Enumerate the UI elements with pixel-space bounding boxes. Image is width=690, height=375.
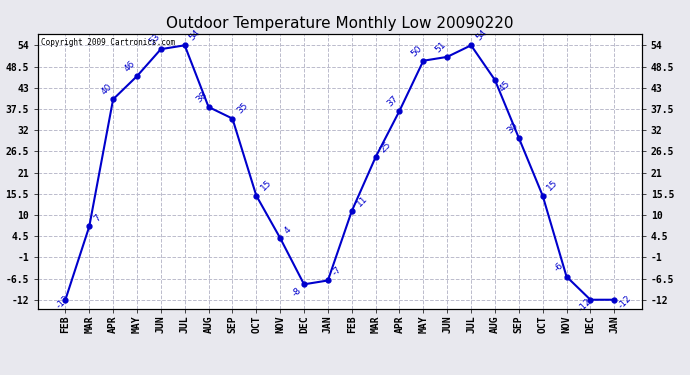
Text: -8: -8 bbox=[290, 285, 303, 298]
Text: 51: 51 bbox=[433, 40, 448, 54]
Text: -6: -6 bbox=[553, 261, 565, 274]
Text: 35: 35 bbox=[235, 101, 250, 116]
Text: 45: 45 bbox=[497, 80, 512, 94]
Text: 38: 38 bbox=[195, 90, 209, 104]
Text: 11: 11 bbox=[355, 194, 369, 208]
Text: -12: -12 bbox=[577, 297, 593, 314]
Text: 54: 54 bbox=[188, 28, 202, 42]
Text: 46: 46 bbox=[123, 59, 137, 74]
Text: 15: 15 bbox=[545, 178, 560, 193]
Title: Outdoor Temperature Monthly Low 20090220: Outdoor Temperature Monthly Low 20090220 bbox=[166, 16, 513, 31]
Text: 25: 25 bbox=[378, 140, 393, 154]
Text: -7: -7 bbox=[331, 265, 344, 278]
Text: 30: 30 bbox=[505, 120, 520, 135]
Text: -12: -12 bbox=[55, 294, 71, 311]
Text: -12: -12 bbox=[617, 294, 633, 311]
Text: 54: 54 bbox=[474, 28, 489, 42]
Text: 4: 4 bbox=[283, 225, 293, 235]
Text: Copyright 2009 Cartronics.com: Copyright 2009 Cartronics.com bbox=[41, 38, 175, 47]
Text: 15: 15 bbox=[259, 178, 273, 193]
Text: 50: 50 bbox=[409, 44, 424, 58]
Text: 7: 7 bbox=[92, 213, 102, 224]
Text: 37: 37 bbox=[386, 94, 400, 108]
Text: 53: 53 bbox=[147, 32, 161, 46]
Text: 40: 40 bbox=[99, 82, 114, 96]
